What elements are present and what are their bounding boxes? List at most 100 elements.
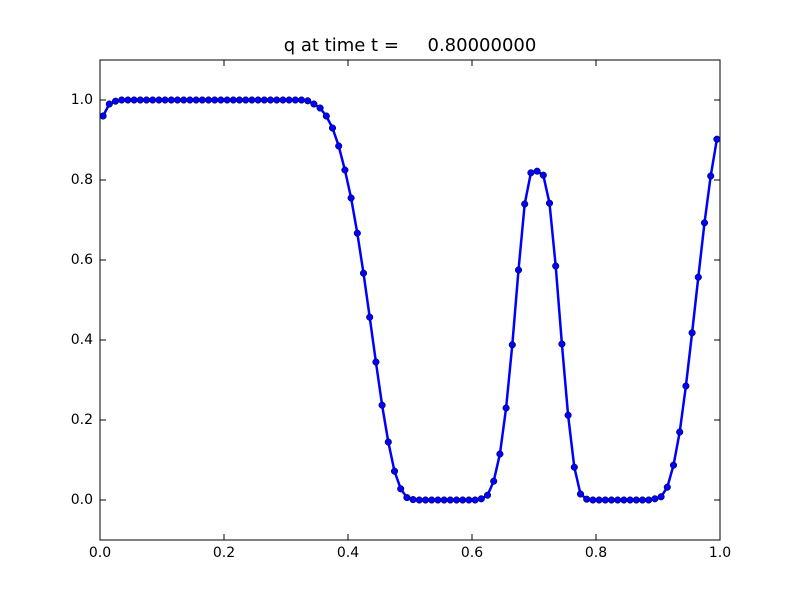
x-tick-label: 1.0 bbox=[709, 545, 731, 561]
data-point bbox=[576, 490, 585, 498]
data-point bbox=[570, 463, 578, 471]
data-point bbox=[694, 273, 702, 281]
data-point bbox=[173, 96, 182, 104]
data-point bbox=[198, 96, 206, 104]
data-point bbox=[384, 438, 392, 446]
data-point bbox=[700, 219, 709, 227]
data-point bbox=[279, 96, 287, 104]
data-point bbox=[514, 266, 523, 274]
data-point bbox=[607, 496, 616, 504]
y-tick-label: 1.0 bbox=[71, 92, 93, 108]
data-point bbox=[254, 96, 262, 104]
data-point bbox=[347, 194, 355, 202]
data-point bbox=[124, 96, 132, 104]
data-point bbox=[676, 428, 684, 436]
data-point bbox=[403, 494, 411, 502]
data-point bbox=[477, 495, 485, 503]
data-point bbox=[149, 96, 157, 104]
plot-frame bbox=[99, 59, 721, 541]
data-point bbox=[304, 97, 312, 105]
data-point bbox=[390, 467, 399, 475]
data-point bbox=[378, 401, 386, 409]
data-point bbox=[502, 404, 510, 412]
data-point bbox=[155, 96, 163, 104]
data-point bbox=[235, 96, 244, 104]
data-point bbox=[496, 450, 504, 458]
data-point bbox=[192, 96, 200, 104]
data-point bbox=[111, 97, 120, 105]
data-point bbox=[508, 341, 516, 349]
data-point bbox=[527, 169, 535, 177]
data-point bbox=[118, 96, 126, 104]
data-point bbox=[353, 229, 361, 237]
data-point bbox=[614, 496, 622, 504]
y-tick-label: 0.2 bbox=[71, 412, 93, 428]
data-point bbox=[465, 496, 473, 504]
data-point bbox=[552, 262, 560, 270]
data-point bbox=[335, 142, 343, 150]
data-point bbox=[638, 496, 647, 504]
data-point bbox=[359, 269, 368, 277]
data-point bbox=[372, 358, 380, 366]
data-point bbox=[229, 96, 237, 104]
data-point bbox=[409, 496, 417, 504]
data-point bbox=[217, 96, 225, 104]
data-point bbox=[663, 483, 671, 491]
data-point bbox=[533, 167, 541, 175]
data-point bbox=[180, 96, 188, 104]
data-point bbox=[248, 96, 256, 104]
data-point bbox=[415, 496, 423, 504]
data-point bbox=[713, 135, 721, 143]
x-tick-label: 0.6 bbox=[461, 545, 483, 561]
data-point bbox=[632, 496, 640, 504]
data-point bbox=[428, 496, 436, 504]
data-point bbox=[341, 166, 349, 174]
data-point bbox=[521, 200, 529, 208]
data-point bbox=[285, 96, 293, 104]
data-point bbox=[651, 495, 659, 503]
data-point bbox=[490, 477, 498, 485]
data-point bbox=[707, 172, 715, 180]
data-point bbox=[223, 96, 231, 104]
data-point bbox=[434, 496, 442, 504]
data-point bbox=[645, 496, 653, 504]
data-point bbox=[167, 96, 175, 104]
data-point bbox=[620, 496, 628, 504]
data-point bbox=[204, 96, 213, 104]
data-point bbox=[483, 491, 492, 499]
data-point bbox=[161, 96, 169, 104]
data-point bbox=[136, 96, 144, 104]
data-point bbox=[601, 496, 609, 504]
data-point bbox=[186, 96, 194, 104]
data-point bbox=[558, 340, 566, 348]
data-point bbox=[260, 96, 268, 104]
data-point bbox=[459, 496, 467, 504]
data-point bbox=[105, 100, 113, 108]
data-point bbox=[142, 96, 151, 104]
data-point bbox=[595, 496, 603, 504]
data-point bbox=[266, 96, 275, 104]
data-point bbox=[297, 96, 306, 104]
y-tick-label: 0.6 bbox=[71, 252, 93, 268]
data-point bbox=[366, 313, 374, 321]
data-point bbox=[589, 496, 597, 504]
data-point bbox=[657, 493, 665, 501]
data-point bbox=[421, 496, 430, 504]
data-point bbox=[328, 124, 337, 132]
y-tick-label: 0.0 bbox=[71, 492, 93, 508]
data-point bbox=[626, 496, 634, 504]
chart-title: q at time t = 0.80000000 bbox=[284, 35, 537, 56]
x-tick-label: 0.8 bbox=[585, 545, 607, 561]
y-tick-label: 0.8 bbox=[71, 172, 93, 188]
data-point bbox=[397, 485, 405, 493]
data-point bbox=[291, 96, 299, 104]
x-tick-label: 0.2 bbox=[213, 545, 235, 561]
data-point bbox=[440, 496, 448, 504]
data-point bbox=[99, 112, 107, 120]
x-tick-label: 0.0 bbox=[89, 545, 111, 561]
data-point bbox=[130, 96, 138, 104]
data-point bbox=[682, 382, 690, 390]
data-point bbox=[242, 96, 250, 104]
x-tick-label: 0.4 bbox=[337, 545, 359, 561]
